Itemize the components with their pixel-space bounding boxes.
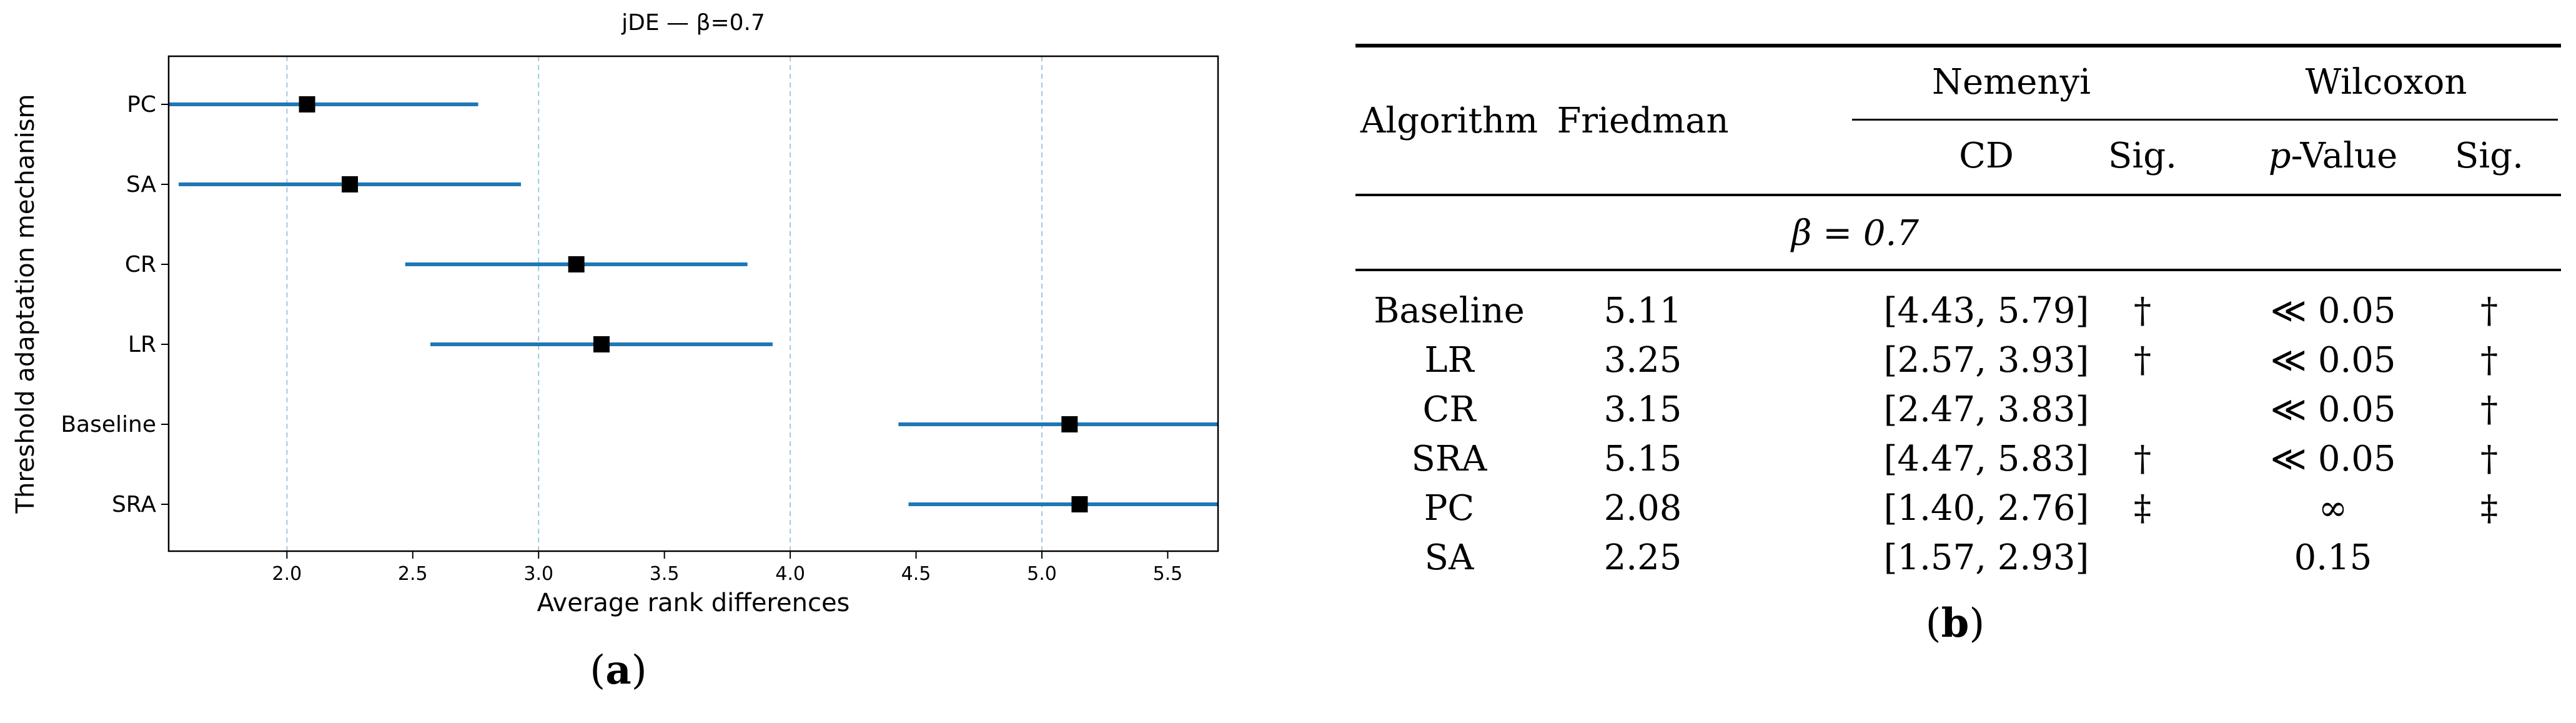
cell-sig-nemenyi	[2096, 536, 2189, 581]
x-tick-label: 4.0	[775, 563, 805, 585]
panel-a-caption: (a)	[575, 647, 662, 694]
rank-difference-chart: jDE — β=0.7 2.0 2.5 3.0 3.5 4.0 4.5 5.0 5.5 PC S…	[11, 10, 1219, 617]
header-pvalue-rest: -Value	[2291, 136, 2398, 176]
y-tick-label: PC	[127, 92, 156, 117]
mean-marker-pc	[299, 96, 315, 112]
x-tick-label: 5.0	[1027, 563, 1057, 585]
cell-cd: [2.47, 3.83]	[1883, 389, 2089, 430]
mean-marker-cr	[568, 256, 585, 272]
caption-letter-a: a	[605, 647, 632, 694]
header-sig-nemenyi: Sig.	[2108, 136, 2177, 176]
cell-sig-wilcoxon: †	[2480, 389, 2498, 430]
header-cd: CD	[1959, 136, 2014, 176]
header-bottom-rule	[1355, 194, 2561, 196]
mean-marker-lr	[593, 336, 610, 352]
cell-pvalue: ≪ 0.05	[2270, 291, 2396, 331]
x-tick-label: 5.5	[1153, 563, 1183, 585]
cell-sig-nemenyi	[2096, 387, 2189, 432]
x-tick-label: 2.5	[398, 563, 428, 585]
plot-frame	[167, 55, 1219, 552]
x-tick-label: 3.0	[523, 563, 553, 585]
section-beta: β = 0.7	[1791, 213, 1919, 254]
x-tick-label: 2.0	[272, 563, 302, 585]
cell-cd: [1.40, 2.76]	[1883, 488, 2089, 529]
vertical-gridlines	[286, 56, 1043, 551]
cell-algorithm: SRA	[1411, 439, 1487, 479]
header-pvalue: p-Value	[2230, 134, 2436, 179]
cell-sig-wilcoxon: †	[2480, 340, 2498, 381]
cell-pvalue: 0.15	[2294, 537, 2372, 578]
caption-open-b: (	[1925, 601, 1941, 647]
cell-friedman: 5.15	[1603, 439, 1682, 479]
cell-sig-wilcoxon	[2439, 536, 2539, 581]
cell-pvalue: ≪ 0.05	[2270, 439, 2396, 479]
cell-algorithm: LR	[1424, 340, 1474, 381]
header-friedman: Friedman	[1557, 101, 1729, 141]
cell-algorithm: PC	[1424, 488, 1475, 529]
chart-title: jDE — β=0.7	[621, 10, 765, 36]
cell-sig-nemenyi: †	[2134, 340, 2151, 381]
mean-marker-sa	[342, 176, 359, 192]
group-header-rule	[1852, 119, 2558, 121]
caption-close: )	[631, 647, 647, 694]
panel-b-caption: (b)	[1911, 600, 1999, 647]
cell-cd: [4.47, 5.83]	[1883, 439, 2089, 479]
cell-pvalue: ∞	[2318, 488, 2348, 529]
cell-sig-nemenyi: †	[2134, 439, 2151, 479]
cell-cd: [4.43, 5.79]	[1883, 291, 2089, 331]
cell-sig-wilcoxon: †	[2480, 439, 2498, 479]
y-tick-label: SRA	[112, 492, 156, 517]
cell-pvalue: ≪ 0.05	[2270, 340, 2396, 381]
cell-friedman: 2.08	[1603, 488, 1682, 529]
cell-friedman: 3.25	[1603, 340, 1682, 381]
y-axis-label: Threshold adaptation mechanism	[11, 94, 40, 514]
caption-open: (	[590, 647, 606, 694]
cell-sig-nemenyi: †	[2134, 291, 2151, 331]
cell-algorithm: SA	[1424, 537, 1474, 578]
cell-friedman: 5.11	[1603, 291, 1682, 331]
interval-series	[169, 102, 1218, 506]
y-tick-label: Baseline	[61, 412, 156, 437]
x-tick-label: 4.5	[901, 563, 931, 585]
cell-sig-wilcoxon: ‡	[2480, 488, 2498, 529]
section-rule	[1355, 269, 2561, 271]
mean-marker-sra	[1071, 496, 1088, 512]
x-tick-label: 3.5	[650, 563, 680, 585]
mean-marker-baseline	[1061, 416, 1078, 432]
x-axis-ticks: 2.0 2.5 3.0 3.5 4.0 4.5 5.0 5.5	[272, 551, 1182, 585]
cell-algorithm: CR	[1422, 389, 1476, 430]
cell-algorithm: Baseline	[1374, 291, 1525, 331]
cell-sig-wilcoxon: †	[2480, 291, 2498, 331]
header-pvalue-p: p	[2268, 136, 2291, 176]
cell-cd: [2.57, 3.93]	[1883, 340, 2089, 381]
cell-pvalue: ≪ 0.05	[2270, 389, 2396, 430]
y-tick-label: SA	[126, 172, 157, 197]
caption-close-b: )	[1969, 601, 1985, 647]
table-top-rule	[1355, 44, 2561, 47]
y-axis-ticks: PC SA CR LR Baseline SRA	[61, 92, 169, 517]
cell-cd: [1.57, 2.93]	[1883, 537, 2089, 578]
mean-markers	[299, 96, 1088, 512]
y-tick-label: LR	[128, 332, 156, 357]
header-nemenyi: Nemenyi	[1932, 62, 2091, 102]
cell-sig-nemenyi: ‡	[2134, 488, 2151, 529]
cell-friedman: 2.25	[1603, 537, 1682, 578]
y-tick-label: CR	[125, 252, 156, 277]
x-axis-label: Average rank differences	[537, 589, 850, 617]
caption-letter-b: b	[1941, 600, 1969, 647]
cell-friedman: 3.15	[1603, 389, 1682, 430]
header-sig-wilcoxon: Sig.	[2455, 136, 2524, 176]
header-algorithm: Algorithm	[1360, 101, 1538, 141]
header-wilcoxon: Wilcoxon	[2305, 62, 2467, 102]
